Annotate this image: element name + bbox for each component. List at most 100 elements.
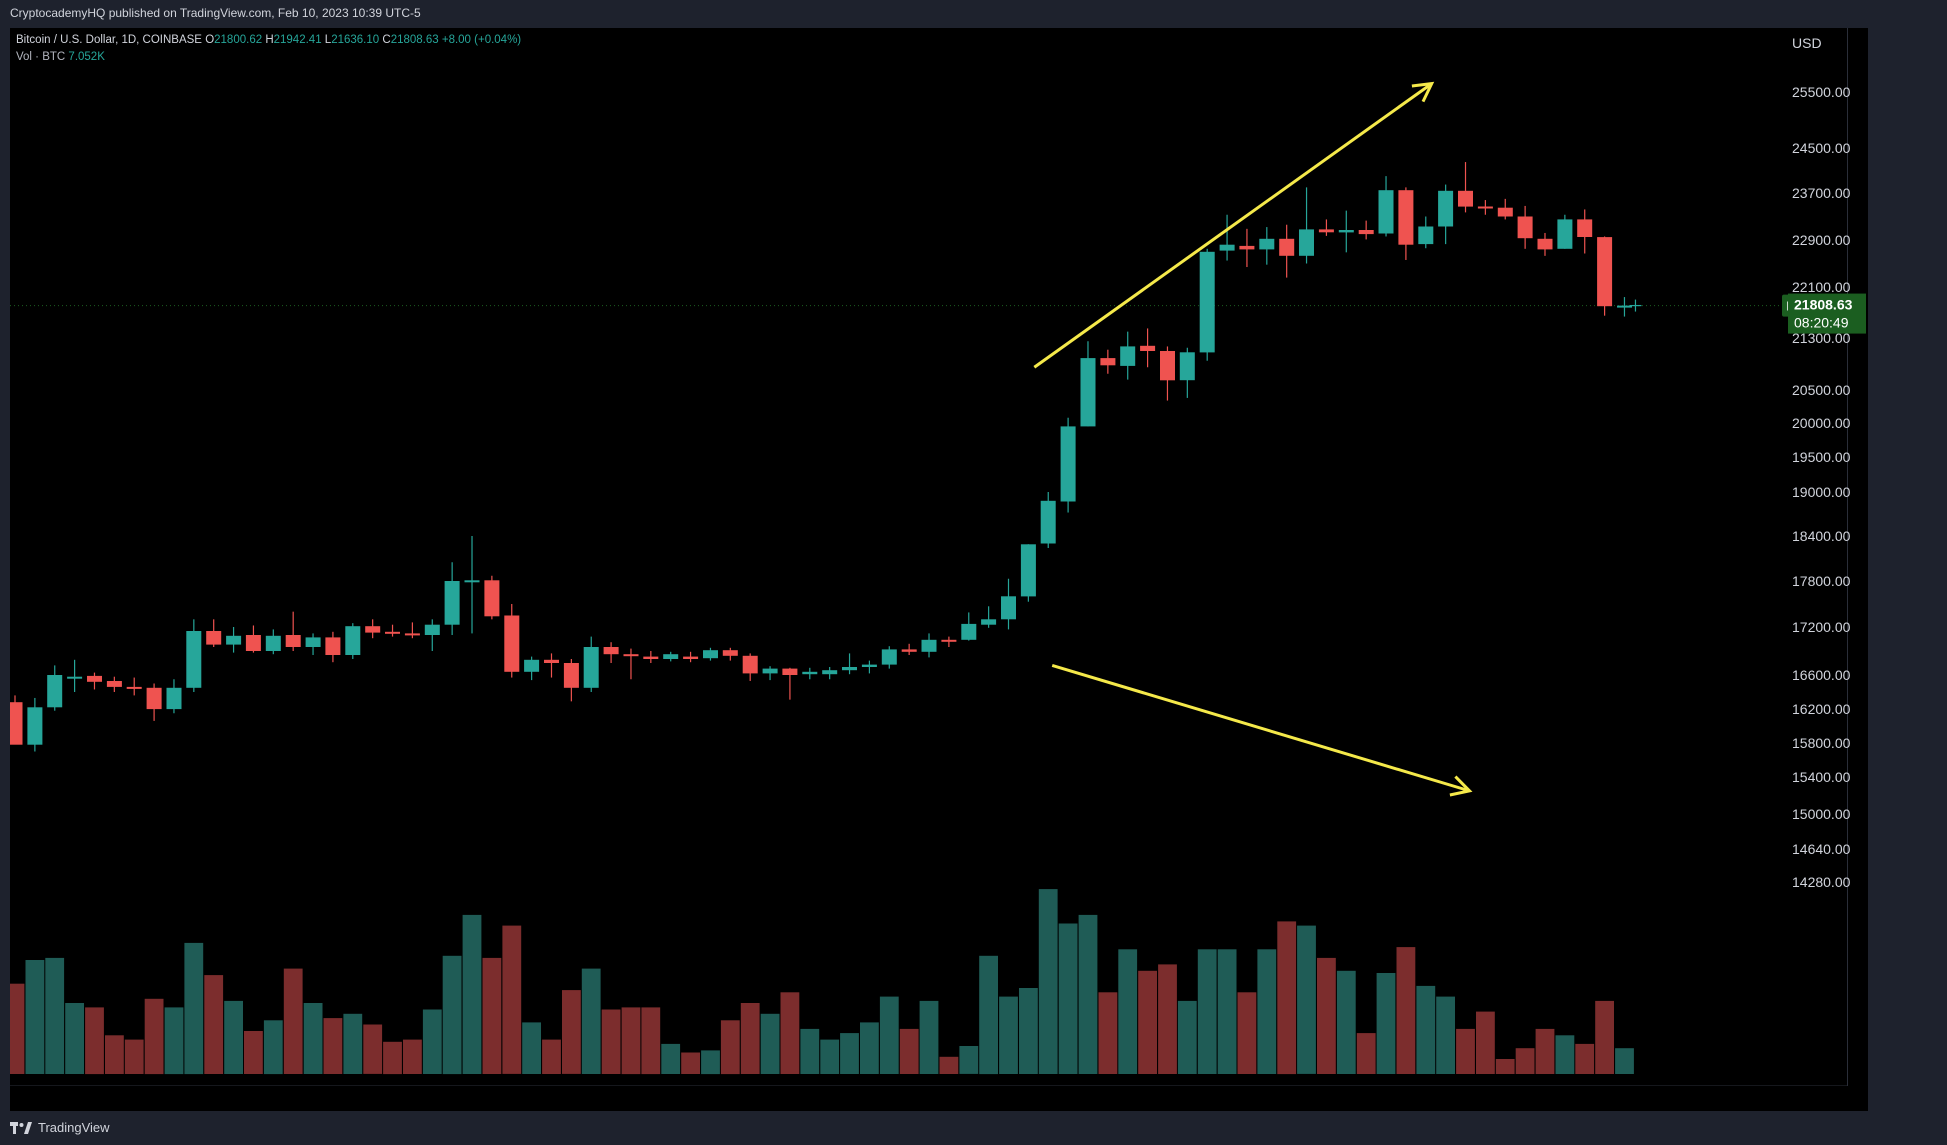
- candle-body[interactable]: [1378, 190, 1394, 234]
- volume-bar[interactable]: [681, 1052, 700, 1075]
- candle-body[interactable]: [1398, 190, 1414, 245]
- volume-bar[interactable]: [204, 975, 224, 1074]
- candle-body[interactable]: [722, 650, 738, 656]
- volume-bar[interactable]: [1535, 1028, 1555, 1074]
- candle-body[interactable]: [961, 623, 977, 640]
- candle-body[interactable]: [206, 631, 222, 645]
- candle-body[interactable]: [861, 664, 877, 667]
- volume-bar[interactable]: [1019, 988, 1038, 1074]
- volume-bar[interactable]: [701, 1050, 720, 1075]
- candle-body[interactable]: [663, 654, 679, 659]
- volume-bar[interactable]: [1158, 964, 1177, 1074]
- volume-bar[interactable]: [244, 1031, 263, 1074]
- volume-bar[interactable]: [1297, 925, 1316, 1074]
- volume-bar[interactable]: [1078, 914, 1098, 1074]
- volume-bar[interactable]: [65, 1003, 84, 1074]
- volume-bar[interactable]: [1456, 1028, 1475, 1074]
- volume-bar[interactable]: [1118, 949, 1138, 1074]
- candle-body[interactable]: [1140, 345, 1156, 351]
- candle-body[interactable]: [444, 581, 460, 625]
- candle-body[interactable]: [404, 633, 420, 636]
- candle-body[interactable]: [126, 686, 142, 689]
- candle-body[interactable]: [703, 650, 718, 659]
- candle-body[interactable]: [87, 675, 102, 682]
- volume-bar[interactable]: [860, 1022, 879, 1074]
- price-chart[interactable]: 21 Dec 12 19 26 2023 9 16 23 Feb 7 13 20 BTCUSD: [10, 28, 1848, 1086]
- candle-body[interactable]: [1120, 346, 1136, 366]
- volume-bar[interactable]: [999, 996, 1018, 1074]
- volume-bar[interactable]: [760, 1013, 780, 1074]
- candle-body[interactable]: [365, 626, 381, 633]
- volume-bar[interactable]: [263, 1020, 283, 1075]
- volume-bar[interactable]: [383, 1041, 402, 1075]
- candle-body[interactable]: [901, 649, 917, 652]
- candle-body[interactable]: [106, 681, 122, 687]
- volume-bar[interactable]: [1098, 992, 1118, 1074]
- volume-bar[interactable]: [124, 1039, 144, 1074]
- volume-bar[interactable]: [25, 960, 45, 1074]
- volume-bar[interactable]: [959, 1046, 979, 1074]
- volume-bar[interactable]: [10, 983, 25, 1074]
- candle-body[interactable]: [643, 656, 659, 659]
- volume-bar[interactable]: [164, 1007, 184, 1075]
- trend-arrow-head[interactable]: [1411, 81, 1435, 103]
- candle-body[interactable]: [1199, 251, 1215, 353]
- y-axis-right[interactable]: [1848, 28, 1868, 1111]
- candle-body[interactable]: [226, 635, 242, 645]
- candle-body[interactable]: [1338, 230, 1354, 233]
- candle-body[interactable]: [1040, 500, 1056, 544]
- volume-bar[interactable]: [184, 942, 204, 1075]
- candle-body[interactable]: [285, 635, 301, 647]
- volume-bar[interactable]: [1396, 947, 1416, 1074]
- volume-bar[interactable]: [1217, 949, 1237, 1074]
- candle-body[interactable]: [1418, 226, 1434, 245]
- candle-body[interactable]: [345, 626, 361, 655]
- volume-bar[interactable]: [1615, 1048, 1634, 1074]
- trend-arrow-line[interactable]: [1033, 82, 1433, 369]
- volume-bar[interactable]: [1138, 970, 1157, 1074]
- candle-body[interactable]: [27, 707, 43, 745]
- volume-bar[interactable]: [45, 957, 65, 1074]
- candle-body[interactable]: [325, 637, 341, 655]
- volume-bar[interactable]: [601, 1009, 621, 1075]
- volume-bar[interactable]: [899, 1028, 919, 1074]
- volume-bar[interactable]: [522, 1022, 541, 1074]
- volume-bar[interactable]: [1197, 949, 1217, 1074]
- candle-body[interactable]: [245, 635, 261, 651]
- volume-bar[interactable]: [1376, 973, 1396, 1074]
- volume-bar[interactable]: [1237, 992, 1257, 1074]
- volume-bar[interactable]: [1177, 1000, 1197, 1074]
- candle-body[interactable]: [47, 675, 63, 708]
- candle-body[interactable]: [1358, 230, 1374, 235]
- volume-bar[interactable]: [641, 1007, 661, 1075]
- candle-body[interactable]: [166, 687, 182, 710]
- candle-body[interactable]: [146, 687, 162, 710]
- volume-bar[interactable]: [224, 1000, 243, 1074]
- candle-body[interactable]: [1517, 216, 1533, 239]
- volume-bar[interactable]: [740, 1003, 760, 1074]
- volume-bar[interactable]: [85, 1007, 104, 1075]
- volume-bar[interactable]: [800, 1028, 820, 1074]
- volume-bar[interactable]: [542, 1039, 561, 1074]
- volume-bar[interactable]: [979, 955, 998, 1075]
- candle-body[interactable]: [385, 631, 400, 634]
- candle-body[interactable]: [1020, 544, 1036, 597]
- candle-body[interactable]: [1497, 207, 1513, 217]
- candle-body[interactable]: [583, 647, 599, 688]
- volume-bar[interactable]: [363, 1024, 383, 1074]
- candle-body[interactable]: [842, 667, 857, 671]
- chart-container[interactable]: 21 Dec 12 19 26 2023 9 16 23 Feb 7 13 20 BTCUSD Bitco…: [10, 28, 1868, 1111]
- volume-bar[interactable]: [1595, 1000, 1614, 1074]
- volume-bar[interactable]: [1038, 889, 1058, 1074]
- candle-body[interactable]: [742, 655, 758, 674]
- candle-body[interactable]: [464, 580, 480, 583]
- candle-body[interactable]: [1239, 245, 1255, 250]
- candle-body[interactable]: [186, 631, 202, 688]
- candle-body[interactable]: [981, 619, 997, 625]
- candle-body[interactable]: [67, 676, 83, 679]
- volume-bar[interactable]: [820, 1039, 840, 1074]
- candle-body[interactable]: [822, 670, 838, 675]
- candle-body[interactable]: [1080, 358, 1096, 427]
- volume-bar[interactable]: [323, 1018, 343, 1074]
- trend-arrow-line[interactable]: [1051, 663, 1470, 793]
